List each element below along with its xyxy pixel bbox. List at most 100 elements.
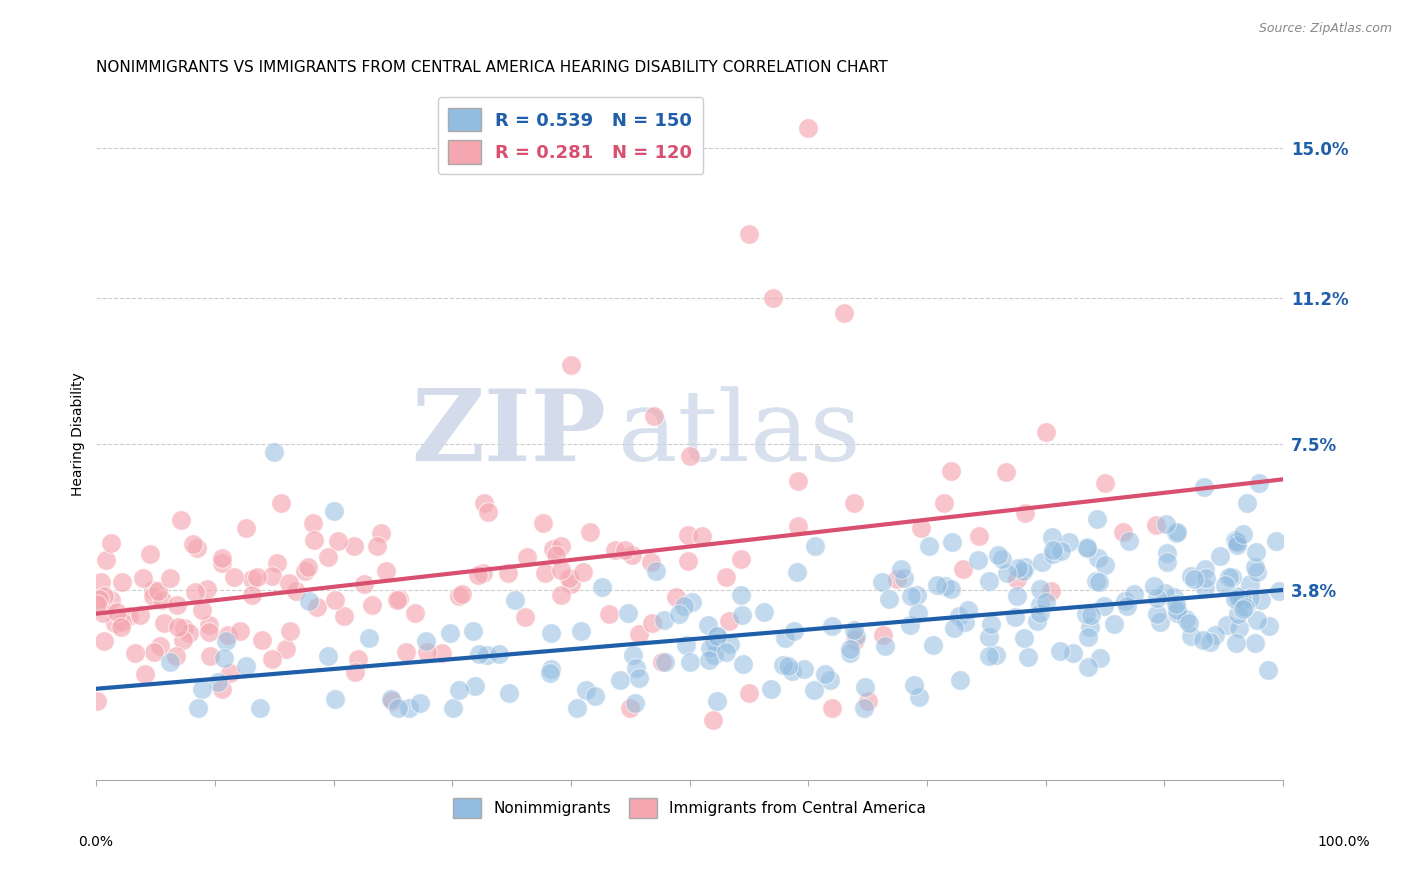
Immigrants from Central America xyxy=(198,617,221,632)
Immigrants from Central America xyxy=(560,358,582,372)
Immigrants from Central America xyxy=(217,628,239,642)
Nonimmigrants xyxy=(1180,629,1202,643)
Nonimmigrants xyxy=(159,655,181,669)
Immigrants from Central America xyxy=(516,550,538,565)
Nonimmigrants xyxy=(1244,636,1267,650)
Nonimmigrants xyxy=(718,637,741,651)
Nonimmigrants xyxy=(1229,621,1251,635)
Nonimmigrants xyxy=(679,656,702,670)
Nonimmigrants xyxy=(1156,546,1178,560)
Immigrants from Central America xyxy=(89,591,111,606)
Nonimmigrants xyxy=(567,701,589,715)
Immigrants from Central America xyxy=(278,624,301,638)
Immigrants from Central America xyxy=(240,588,263,602)
Immigrants from Central America xyxy=(886,572,908,586)
Immigrants from Central America xyxy=(124,646,146,660)
Immigrants from Central America xyxy=(619,701,641,715)
Nonimmigrants xyxy=(1087,512,1109,526)
Immigrants from Central America xyxy=(1007,573,1029,587)
Nonimmigrants xyxy=(325,692,347,706)
Nonimmigrants xyxy=(1218,569,1240,583)
Nonimmigrants xyxy=(387,701,409,715)
Nonimmigrants xyxy=(263,444,285,458)
Immigrants from Central America xyxy=(94,553,117,567)
Immigrants from Central America xyxy=(195,582,218,596)
Immigrants from Central America xyxy=(404,606,426,620)
Immigrants from Central America xyxy=(730,552,752,566)
Immigrants from Central America xyxy=(142,582,165,597)
Immigrants from Central America xyxy=(139,547,162,561)
Nonimmigrants xyxy=(1226,535,1249,549)
Nonimmigrants xyxy=(1264,533,1286,548)
Immigrants from Central America xyxy=(787,474,810,488)
Nonimmigrants xyxy=(995,566,1018,581)
Nonimmigrants xyxy=(1175,612,1198,626)
Immigrants from Central America xyxy=(496,566,519,581)
Immigrants from Central America xyxy=(105,605,128,619)
Nonimmigrants xyxy=(505,593,527,607)
Immigrants from Central America xyxy=(87,592,110,607)
Nonimmigrants xyxy=(939,582,962,596)
Nonimmigrants xyxy=(890,561,912,575)
Nonimmigrants xyxy=(1154,586,1177,600)
Nonimmigrants xyxy=(1244,559,1267,574)
Nonimmigrants xyxy=(1122,587,1144,601)
Immigrants from Central America xyxy=(184,585,207,599)
Nonimmigrants xyxy=(1198,634,1220,648)
Nonimmigrants xyxy=(898,618,921,632)
Nonimmigrants xyxy=(1249,476,1271,491)
Nonimmigrants xyxy=(783,624,806,639)
Immigrants from Central America xyxy=(343,665,366,680)
Nonimmigrants xyxy=(1031,555,1053,569)
Immigrants from Central America xyxy=(477,505,499,519)
Immigrants from Central America xyxy=(333,609,356,624)
Immigrants from Central America xyxy=(91,606,114,620)
Immigrants from Central America xyxy=(543,541,565,556)
Nonimmigrants xyxy=(498,686,520,700)
Nonimmigrants xyxy=(1225,636,1247,650)
Nonimmigrants xyxy=(759,682,782,697)
Nonimmigrants xyxy=(942,622,965,636)
Nonimmigrants xyxy=(475,648,498,663)
Nonimmigrants xyxy=(956,603,979,617)
Nonimmigrants xyxy=(609,673,631,688)
Immigrants from Central America xyxy=(641,615,664,630)
Text: NONIMMIGRANTS VS IMMIGRANTS FROM CENTRAL AMERICA HEARING DISABILITY CORRELATION : NONIMMIGRANTS VS IMMIGRANTS FROM CENTRAL… xyxy=(97,60,889,75)
Nonimmigrants xyxy=(1116,599,1139,613)
Nonimmigrants xyxy=(1076,541,1098,555)
Nonimmigrants xyxy=(1080,620,1102,634)
Immigrants from Central America xyxy=(1144,517,1167,532)
Nonimmigrants xyxy=(623,696,645,710)
Immigrants from Central America xyxy=(343,539,366,553)
Nonimmigrants xyxy=(803,683,825,698)
Nonimmigrants xyxy=(1239,576,1261,591)
Nonimmigrants xyxy=(1042,547,1064,561)
Nonimmigrants xyxy=(212,651,235,665)
Nonimmigrants xyxy=(1087,550,1109,565)
Nonimmigrants xyxy=(820,619,842,633)
Nonimmigrants xyxy=(905,588,928,602)
Nonimmigrants xyxy=(731,608,754,623)
Immigrants from Central America xyxy=(738,686,761,700)
Immigrants from Central America xyxy=(910,521,932,535)
Nonimmigrants xyxy=(540,626,562,640)
Nonimmigrants xyxy=(1180,569,1202,583)
Immigrants from Central America xyxy=(467,568,489,582)
Nonimmigrants xyxy=(733,657,755,671)
Nonimmigrants xyxy=(1226,607,1249,621)
Nonimmigrants xyxy=(617,606,640,620)
Nonimmigrants xyxy=(716,644,738,658)
Nonimmigrants xyxy=(1049,643,1071,657)
Nonimmigrants xyxy=(675,638,697,652)
Nonimmigrants xyxy=(357,632,380,646)
Immigrants from Central America xyxy=(621,548,644,562)
Immigrants from Central America xyxy=(218,666,240,681)
Immigrants from Central America xyxy=(1112,524,1135,539)
Nonimmigrants xyxy=(1250,592,1272,607)
Nonimmigrants xyxy=(214,633,236,648)
Immigrants from Central America xyxy=(143,645,166,659)
Immigrants from Central America xyxy=(762,291,785,305)
Nonimmigrants xyxy=(1216,618,1239,632)
Nonimmigrants xyxy=(1182,572,1205,586)
Immigrants from Central America xyxy=(191,603,214,617)
